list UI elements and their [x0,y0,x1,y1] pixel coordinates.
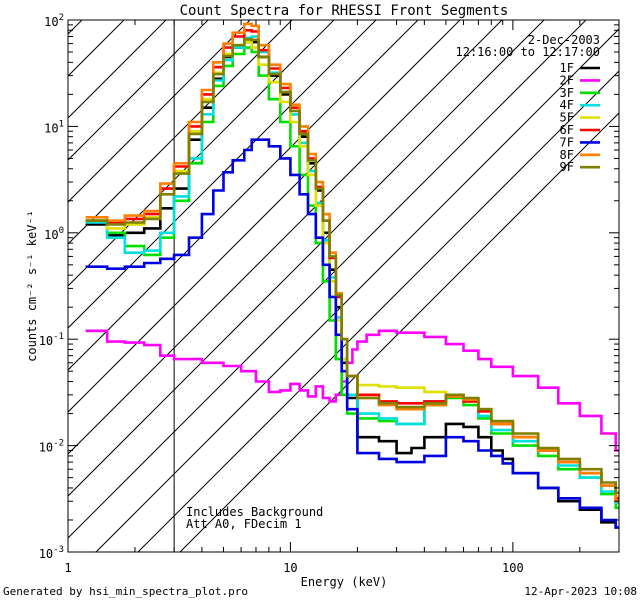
x-tick-label-100: 100 [502,561,524,575]
y-tick-label-10^-2: 10-2 [39,439,64,455]
footer-timestamp: 12-Apr-2023 10:08 [524,585,637,598]
series-line-7F [85,138,619,529]
y-axis-label: counts cm⁻² s⁻¹ keV⁻¹ [25,210,39,362]
chart-title: Count Spectra for RHESSI Front Segments [180,3,509,19]
x-tick-label-1: 1 [64,561,71,575]
x-tick-label-10: 10 [283,561,297,575]
series-line-9F [85,37,619,495]
excluded-region-hatch [68,20,619,552]
date-label: 2-Dec-2003 [528,33,600,47]
series-line-3F [85,46,619,510]
annotation-background: Includes Background [186,505,323,519]
legend-label-4F: 4F [560,98,574,112]
legend-label-6F: 6F [560,123,574,137]
y-tick-label-10^0: 100 [44,226,64,242]
legend-label-1F: 1F [560,61,574,75]
series-line-8F [85,22,619,503]
time-range-label: 12:16:00 to 12:17:00 [456,45,601,59]
legend-label-3F: 3F [560,86,574,100]
annotation-attenuator: Att A0, FDecim 1 [186,517,302,531]
footer-generated-by: Generated by hsi_min_spectra_plot.pro [3,585,248,598]
legend-label-5F: 5F [560,111,574,125]
legend-label-9F: 9F [560,160,574,174]
y-tick-label-10^-3: 10-3 [39,545,64,561]
plot-frame [67,19,620,553]
series-line-2F [85,329,619,452]
series-line-6F [85,29,619,500]
legend-label-8F: 8F [560,148,574,162]
legend-label-7F: 7F [560,135,574,149]
y-tick-label-10^2: 102 [44,13,64,29]
series-line-5F [85,40,619,499]
x-axis-label: Energy (keV) [301,575,388,589]
legend-label-2F: 2F [560,73,574,87]
series-line-4F [85,35,619,505]
y-tick-label-10^-1: 10-1 [39,332,64,348]
y-tick-label-10^1: 101 [44,119,64,135]
